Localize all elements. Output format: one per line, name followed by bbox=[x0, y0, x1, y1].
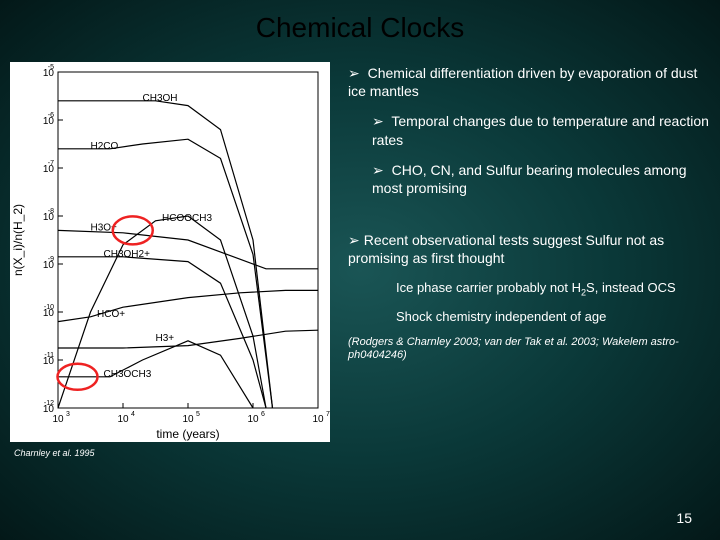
svg-text:5: 5 bbox=[196, 411, 200, 418]
svg-text:-7: -7 bbox=[48, 160, 54, 167]
bullet-3: ➢ CHO, CN, and Sulfur bearing molecules … bbox=[372, 161, 710, 197]
svg-text:10: 10 bbox=[182, 414, 194, 425]
svg-text:10: 10 bbox=[117, 414, 129, 425]
bullet-4: ➢Recent observational tests suggest Sulf… bbox=[348, 231, 710, 267]
svg-text:10: 10 bbox=[247, 414, 259, 425]
bullet-3-text: CHO, CN, and Sulfur bearing molecules am… bbox=[372, 162, 687, 196]
svg-text:-11: -11 bbox=[44, 352, 54, 359]
bullet-6-text: Shock chemistry independent of age bbox=[396, 309, 606, 324]
bullet-4-text: Recent observational tests suggest Sulfu… bbox=[348, 232, 664, 266]
svg-text:-6: -6 bbox=[48, 112, 54, 119]
svg-text:3: 3 bbox=[66, 411, 70, 418]
svg-text:4: 4 bbox=[131, 411, 135, 418]
page-number: 15 bbox=[676, 510, 692, 526]
svg-text:-9: -9 bbox=[48, 256, 54, 263]
chart-panel: 10-1210-1110-1010-910-810-710-610-510310… bbox=[10, 62, 330, 442]
bullet-1-text: Chemical differentiation driven by evapo… bbox=[348, 65, 697, 99]
svg-text:-5: -5 bbox=[48, 64, 54, 71]
bullet-5a-text: Ice phase carrier probably not H bbox=[396, 280, 581, 295]
svg-text:n(X_i)/n(H_2): n(X_i)/n(H_2) bbox=[11, 204, 25, 276]
svg-text:time (years): time (years) bbox=[156, 427, 219, 441]
svg-text:-8: -8 bbox=[48, 208, 54, 215]
content-row: 10-1210-1110-1010-910-810-710-610-510310… bbox=[0, 62, 720, 442]
svg-text:H3+: H3+ bbox=[156, 333, 175, 344]
svg-text:HCOOCH3: HCOOCH3 bbox=[162, 213, 212, 224]
bullet-5b-text: S, instead OCS bbox=[586, 280, 676, 295]
chart-caption: Charnley et al. 1995 bbox=[14, 448, 95, 458]
bullet-2: ➢ Temporal changes due to temperature an… bbox=[372, 112, 710, 148]
svg-text:7: 7 bbox=[326, 411, 330, 418]
arrow-icon: ➢ bbox=[348, 231, 360, 249]
svg-text:10: 10 bbox=[312, 414, 324, 425]
abundance-chart: 10-1210-1110-1010-910-810-710-610-510310… bbox=[10, 62, 330, 442]
bullet-5: Ice phase carrier probably not H2S, inst… bbox=[396, 280, 710, 299]
bullet-2-text: Temporal changes due to temperature and … bbox=[372, 113, 709, 147]
svg-text:10: 10 bbox=[52, 414, 64, 425]
svg-text:HCO+: HCO+ bbox=[97, 309, 125, 320]
svg-text:CH3OH: CH3OH bbox=[143, 93, 178, 104]
svg-text:-10: -10 bbox=[44, 304, 54, 311]
arrow-icon: ➢ bbox=[372, 112, 384, 130]
bullet-1: ➢ Chemical differentiation driven by eva… bbox=[348, 64, 710, 100]
slide-title: Chemical Clocks bbox=[0, 0, 720, 44]
bullet-list: ➢ Chemical differentiation driven by eva… bbox=[330, 62, 710, 442]
citation-text: (Rodgers & Charnley 2003; van der Tak et… bbox=[348, 336, 710, 362]
arrow-icon: ➢ bbox=[372, 161, 384, 179]
bullet-6: Shock chemistry independent of age bbox=[396, 309, 710, 326]
arrow-icon: ➢ bbox=[348, 64, 360, 82]
svg-text:CH3OCH3: CH3OCH3 bbox=[104, 369, 152, 380]
svg-text:-12: -12 bbox=[44, 400, 54, 407]
svg-text:CH3OH2+: CH3OH2+ bbox=[104, 249, 151, 260]
svg-text:6: 6 bbox=[261, 411, 265, 418]
svg-text:H2CO: H2CO bbox=[91, 141, 119, 152]
